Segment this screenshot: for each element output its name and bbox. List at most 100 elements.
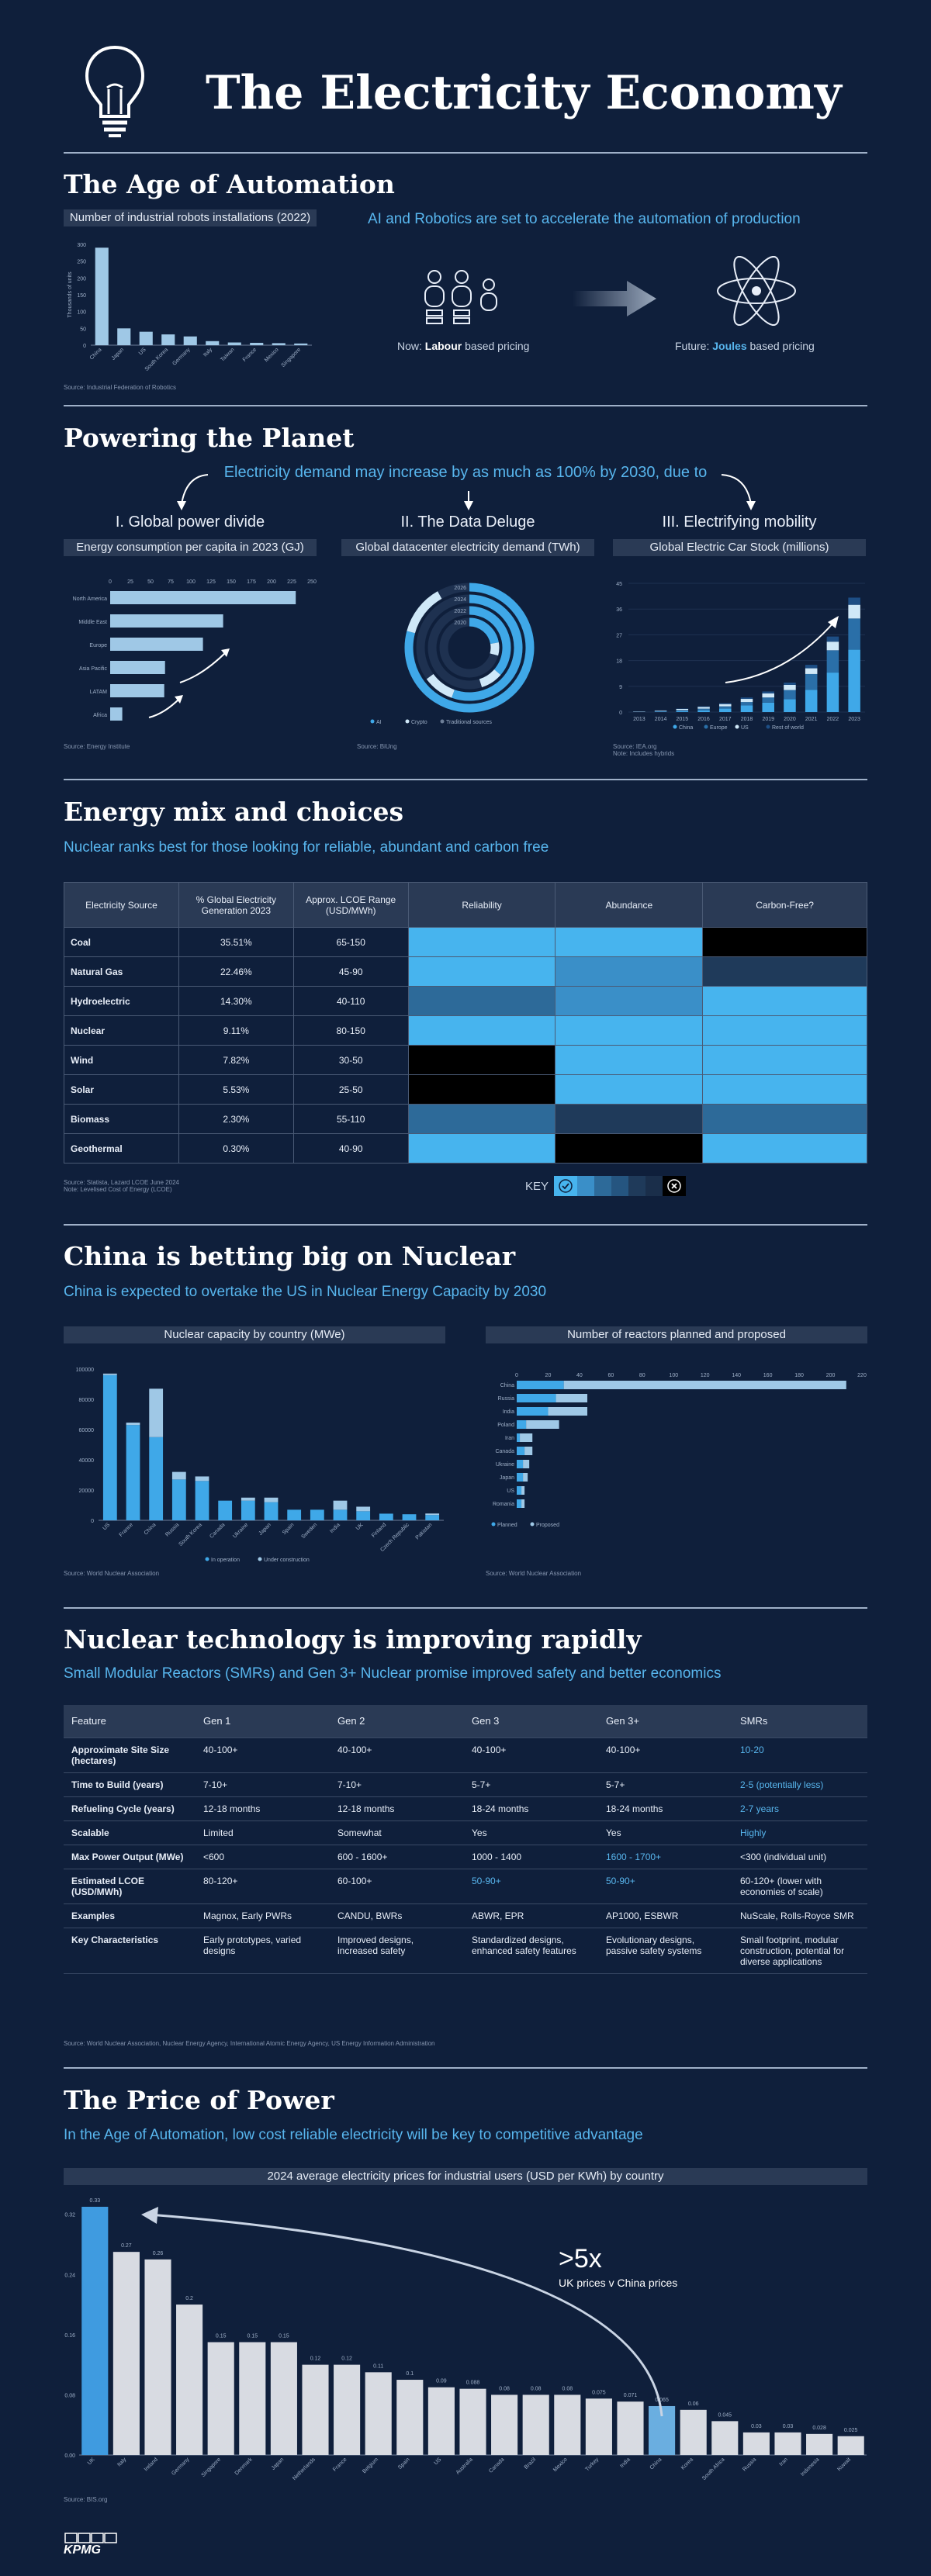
x-tick-label: Pakistan (415, 1522, 434, 1540)
automation-title: The Age of Automation (64, 169, 395, 199)
people-icon (419, 268, 504, 334)
bar-segment (740, 702, 753, 706)
y-tick-label: 300 (77, 243, 86, 248)
y-tick-label: 50 (80, 327, 86, 332)
cell-pct: 7.82% (178, 1045, 294, 1075)
y-tick-label: 0.16 (64, 2333, 75, 2339)
bar-segment (195, 1476, 209, 1482)
capacity-source: Source: World Nuclear Association (64, 1570, 160, 1577)
bar-segment (848, 597, 860, 605)
bar (112, 2252, 140, 2455)
value-cell: 7-10+ (196, 1772, 330, 1797)
price-subtitle: In the Age of Automation, low cost relia… (64, 2127, 643, 2143)
cell-pct: 0.30% (178, 1133, 294, 1164)
data-label: 0.27 (121, 2243, 132, 2249)
x-tick-label: South Korea (178, 1522, 203, 1547)
x-tick-label: 200 (826, 1373, 836, 1378)
divider (64, 1607, 867, 1609)
reactors-chart: 0 20 40 60 80 100 120 140 160 180 200 220 China Russi… (491, 1373, 867, 1528)
cell-pct: 14.30% (178, 986, 294, 1016)
bar-segment (826, 641, 839, 651)
bar-segment (149, 1437, 164, 1520)
x-tick-label: 2016 (697, 717, 710, 722)
column-header: Gen 1 (196, 1705, 330, 1738)
x-tick-label: Sweden (300, 1522, 318, 1540)
bar (110, 591, 296, 604)
data-label: 0.15 (216, 2334, 227, 2339)
column-header: Gen 3+ (598, 1705, 732, 1738)
china-title: China is betting big on Nuclear (64, 1241, 516, 1271)
callout-arrow-icon (148, 2213, 663, 2417)
x-tick-label: Singapore (201, 2457, 223, 2478)
bar-segment (697, 710, 710, 712)
column-header: Carbon-Free? (702, 882, 867, 928)
bar (334, 2364, 361, 2455)
bar-segment (762, 693, 774, 698)
category-label: Poland (497, 1423, 514, 1428)
x-tick-label: Japan (271, 2457, 286, 2471)
bar-segment (523, 1460, 530, 1468)
x-tick-label: Netherlands (292, 2457, 317, 2481)
divider (64, 779, 867, 780)
page-title: The Electricity Economy (206, 66, 842, 120)
data-label: 0.088 (466, 2381, 480, 2386)
x-tick-label: Italy (202, 347, 213, 358)
value-cell: Evolutionary designs, passive safety sys… (598, 1928, 732, 1974)
cell-name: Biomass (64, 1104, 179, 1134)
bar-segment (676, 710, 689, 711)
category-label: China (500, 1383, 514, 1388)
ring-segment (426, 673, 455, 698)
bar-segment (520, 1433, 533, 1442)
table-row: Geothermal 0.30% 40-90 (64, 1133, 867, 1164)
value-cell: Improved designs, increased safety (330, 1928, 464, 1974)
x-tick-label: 250 (307, 579, 317, 585)
bar-segment (740, 699, 753, 703)
cross-icon (663, 1176, 686, 1196)
x-tick-label: 25 (127, 579, 133, 585)
p2-source: Source: BiUng (357, 743, 397, 750)
table-header-row: Feature Gen 1 Gen 2 Gen 3 Gen 3+ SMRs (64, 1705, 867, 1738)
category-label: Romania (493, 1502, 514, 1507)
bar (617, 2401, 644, 2455)
robots-chart-label: Number of industrial robots installation… (64, 209, 317, 226)
x-tick-label: 200 (267, 579, 276, 585)
x-tick-label: Russia (742, 2457, 757, 2472)
bar (250, 342, 264, 345)
x-tick-label: Germany (171, 347, 192, 367)
legend-label: Traditional sources (446, 720, 492, 725)
bar-segment (805, 673, 818, 690)
cell-lcoe: 30-50 (292, 1045, 409, 1075)
bar (427, 2387, 455, 2455)
bar-segment (333, 1500, 348, 1510)
arrow-head-icon (221, 648, 230, 657)
x-tick-label: 0 (515, 1373, 518, 1378)
bar-segment (149, 1388, 164, 1437)
rating-cell (555, 956, 704, 987)
datacenter-chart: 2026 2024 2022 2020 AI Crypto Traditional sour… (370, 583, 535, 725)
bar (585, 2398, 612, 2455)
bar-segment (805, 665, 818, 669)
y-tick-label: 250 (77, 260, 86, 265)
value-cell: 40-100+ (598, 1738, 732, 1773)
price-callout-sub: UK prices v China prices (559, 2277, 678, 2289)
bar-segment (241, 1497, 255, 1501)
bar (117, 328, 131, 345)
x-tick-label: 100 (186, 579, 196, 585)
cell-name: Solar (64, 1074, 179, 1105)
table-row: Estimated LCOE (USD/MWh) 80-120+ 60-100+ 50… (64, 1869, 867, 1904)
arrow-icon (148, 697, 181, 718)
y-tick-label: 0 (619, 711, 622, 716)
legend-label: Europe (710, 725, 728, 731)
bar-segment (126, 1423, 140, 1426)
column-header: Gen 2 (330, 1705, 464, 1738)
x-tick-label: China (144, 1522, 157, 1536)
y-tick-label: 36 (616, 607, 622, 613)
p1-label: Energy consumption per capita in 2023 (G… (64, 539, 317, 556)
bar (227, 342, 241, 345)
category-label: North America (73, 596, 107, 602)
bar-segment (826, 650, 839, 673)
bar-segment (784, 699, 796, 712)
cell-lcoe: 55-110 (292, 1104, 409, 1134)
mix-source: Source: Statista, Lazard LCOE June 2024 … (64, 1179, 179, 1193)
bar-segment (102, 1373, 117, 1375)
